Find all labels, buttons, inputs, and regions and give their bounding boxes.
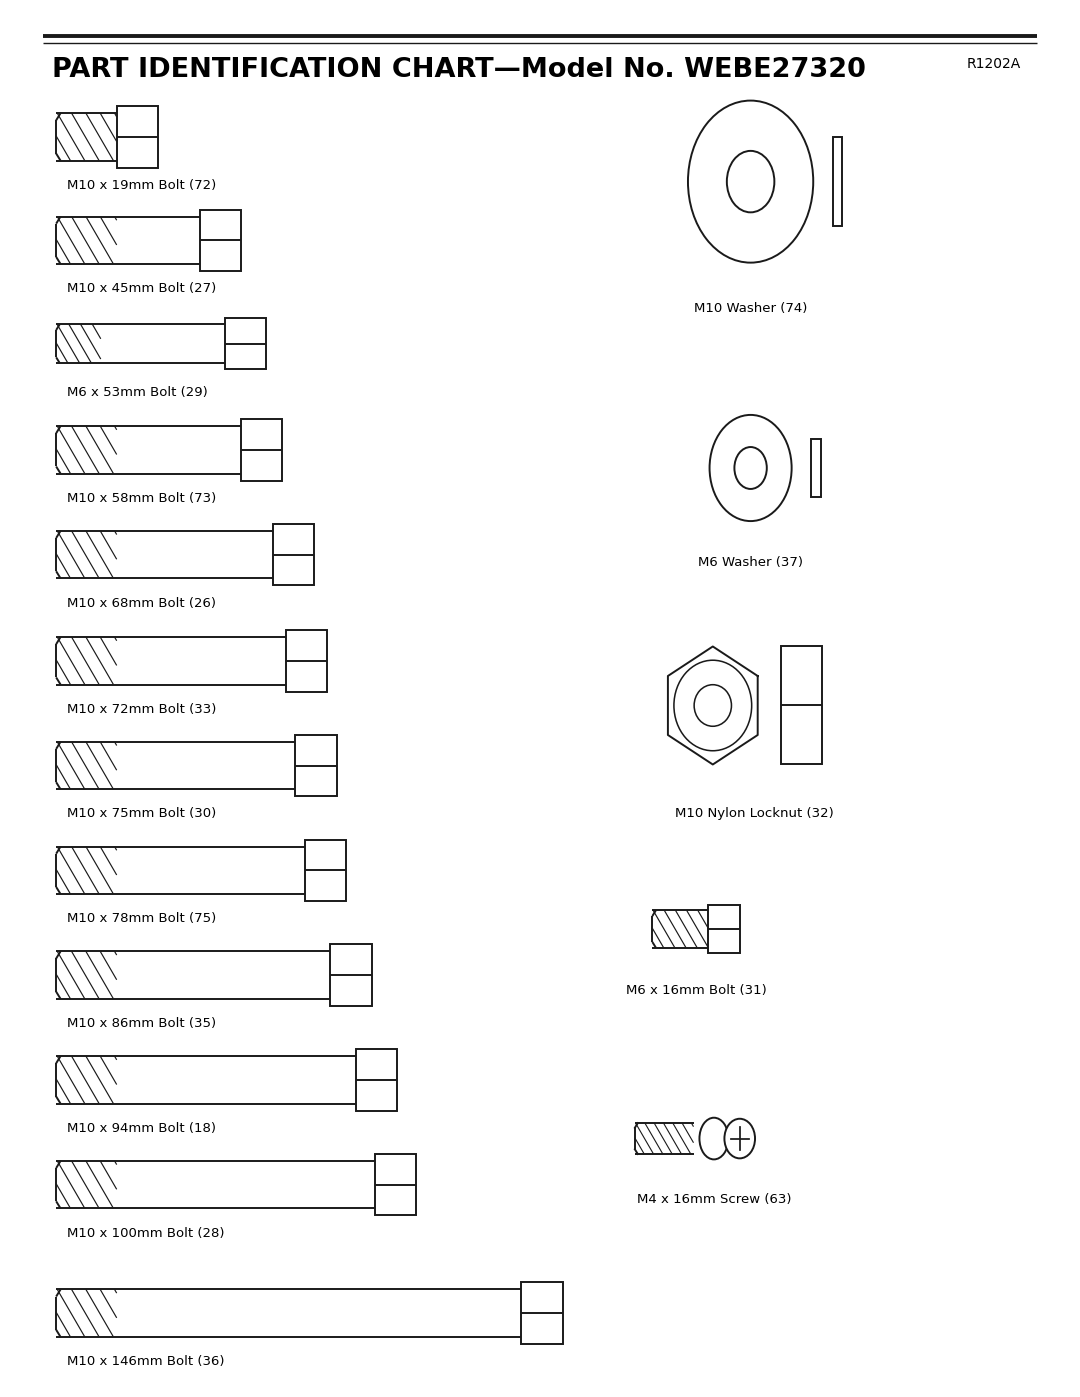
- Bar: [241, 419, 282, 481]
- Text: M6 Washer (37): M6 Washer (37): [698, 556, 804, 569]
- Ellipse shape: [674, 661, 752, 750]
- Text: M10 x 86mm Bolt (35): M10 x 86mm Bolt (35): [67, 1017, 216, 1030]
- Bar: [833, 137, 842, 226]
- Text: M10 x 78mm Bolt (75): M10 x 78mm Bolt (75): [67, 912, 216, 925]
- Bar: [522, 1282, 563, 1344]
- Ellipse shape: [700, 1118, 728, 1160]
- Text: M10 x 146mm Bolt (36): M10 x 146mm Bolt (36): [67, 1355, 225, 1368]
- Text: M10 Washer (74): M10 Washer (74): [694, 302, 807, 314]
- Text: M10 x 19mm Bolt (72): M10 x 19mm Bolt (72): [67, 179, 216, 191]
- Ellipse shape: [710, 415, 792, 521]
- Bar: [273, 524, 314, 585]
- Bar: [811, 439, 821, 497]
- Ellipse shape: [688, 101, 813, 263]
- Bar: [375, 1154, 416, 1215]
- Text: M10 x 75mm Bolt (30): M10 x 75mm Bolt (30): [67, 807, 216, 820]
- Text: M6 x 16mm Bolt (31): M6 x 16mm Bolt (31): [625, 983, 767, 996]
- Text: M10 x 68mm Bolt (26): M10 x 68mm Bolt (26): [67, 597, 216, 609]
- Ellipse shape: [734, 447, 767, 489]
- Ellipse shape: [727, 151, 774, 212]
- Text: M10 x 72mm Bolt (33): M10 x 72mm Bolt (33): [67, 703, 216, 715]
- Text: M10 x 45mm Bolt (27): M10 x 45mm Bolt (27): [67, 282, 216, 295]
- Bar: [200, 210, 241, 271]
- Bar: [285, 630, 327, 692]
- Circle shape: [725, 1119, 755, 1158]
- Bar: [305, 840, 346, 901]
- Text: M6 x 53mm Bolt (29): M6 x 53mm Bolt (29): [67, 386, 207, 398]
- Bar: [295, 735, 337, 796]
- Bar: [355, 1049, 397, 1111]
- Text: M10 Nylon Locknut (32): M10 Nylon Locknut (32): [675, 807, 834, 820]
- Bar: [781, 647, 822, 764]
- Bar: [117, 106, 158, 168]
- Text: M10 x 100mm Bolt (28): M10 x 100mm Bolt (28): [67, 1227, 225, 1239]
- Text: PART IDENTIFICATION CHART—Model No. WEBE27320: PART IDENTIFICATION CHART—Model No. WEBE…: [52, 57, 866, 82]
- Bar: [225, 319, 267, 369]
- Bar: [330, 944, 372, 1006]
- Bar: [708, 905, 740, 953]
- Text: M4 x 16mm Screw (63): M4 x 16mm Screw (63): [637, 1193, 792, 1206]
- Ellipse shape: [694, 685, 731, 726]
- Text: M10 x 58mm Bolt (73): M10 x 58mm Bolt (73): [67, 492, 216, 504]
- Text: M10 x 94mm Bolt (18): M10 x 94mm Bolt (18): [67, 1122, 216, 1134]
- Text: R1202A: R1202A: [967, 57, 1021, 71]
